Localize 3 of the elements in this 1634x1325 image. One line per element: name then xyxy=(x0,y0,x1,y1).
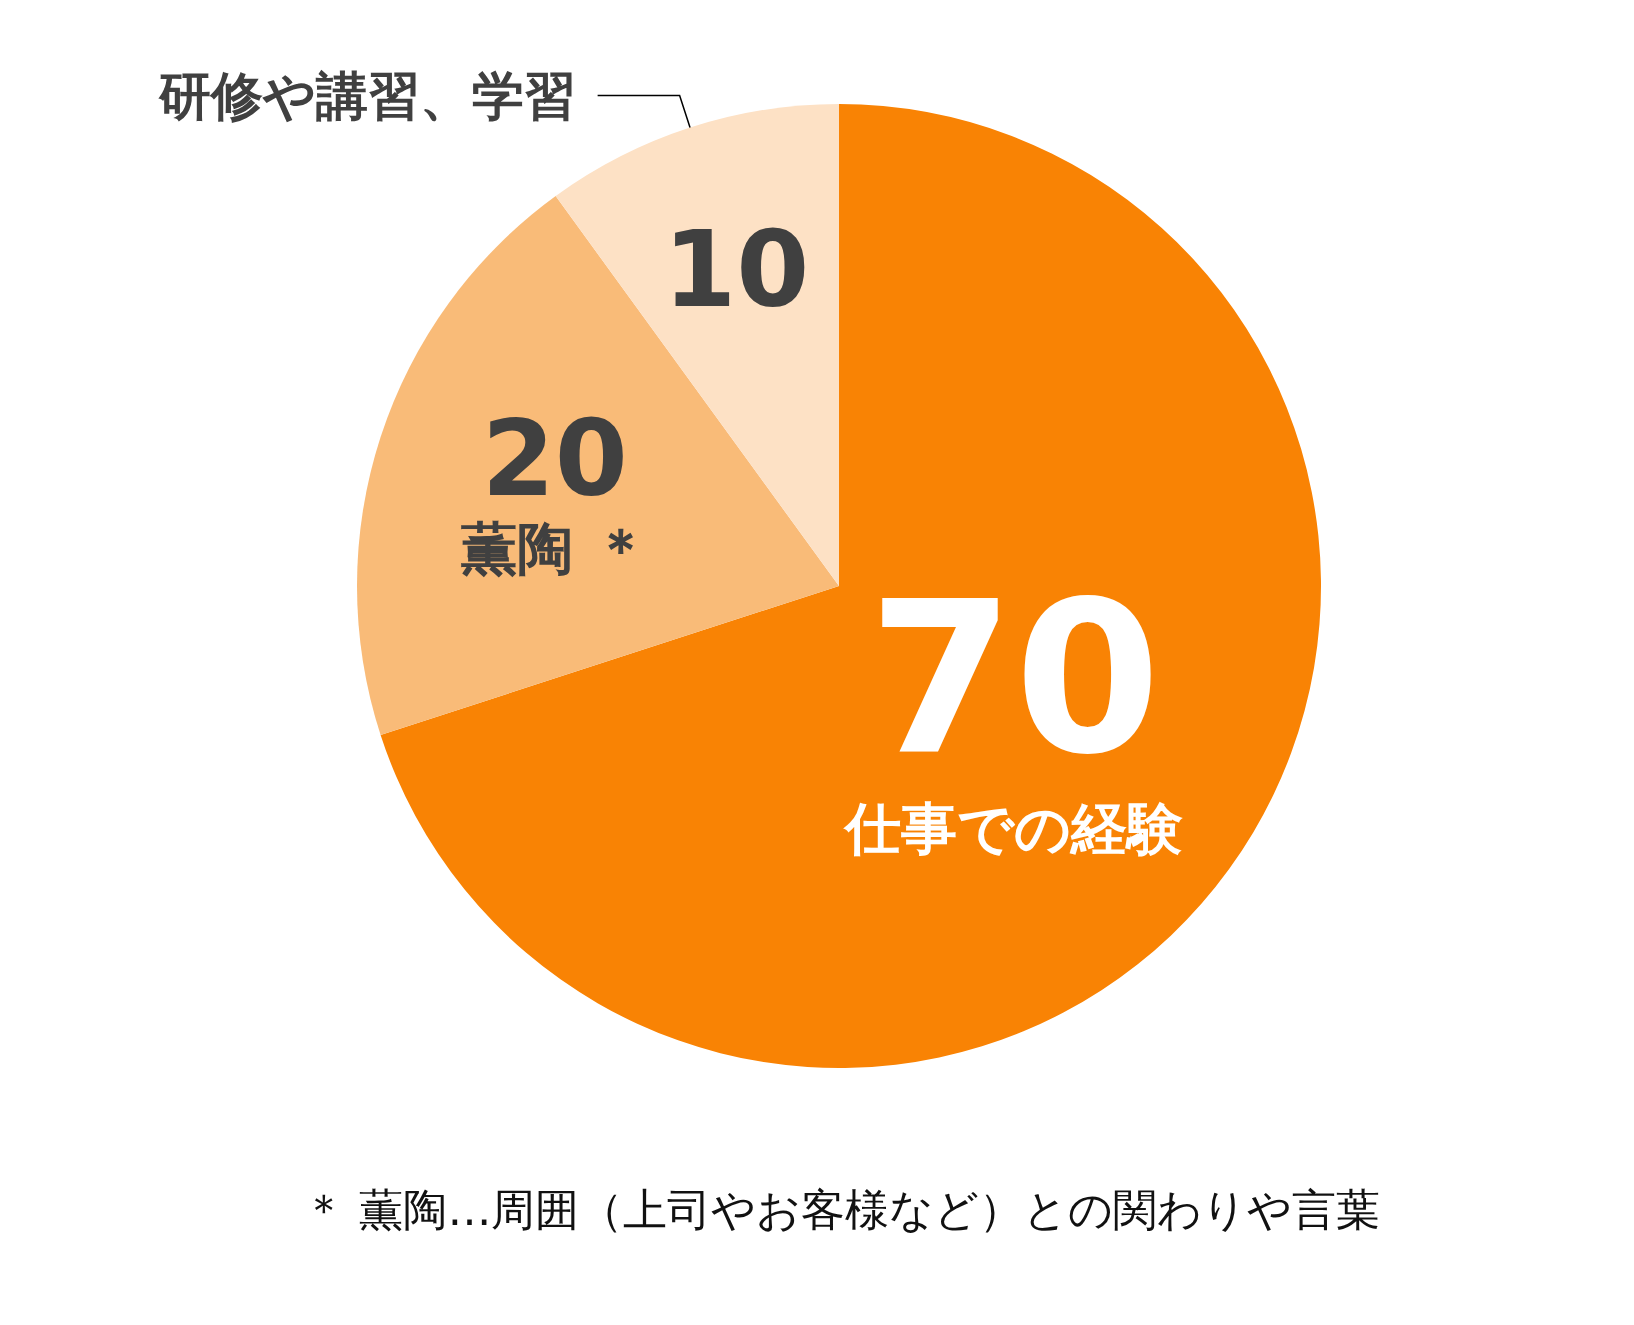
slice-label: 研修や講習、学習 xyxy=(157,65,576,126)
text: ＊ 薫陶…周囲（上司やお客様など）との関わりや言葉 xyxy=(301,1183,1381,1235)
data-label: 10 xyxy=(663,208,810,331)
